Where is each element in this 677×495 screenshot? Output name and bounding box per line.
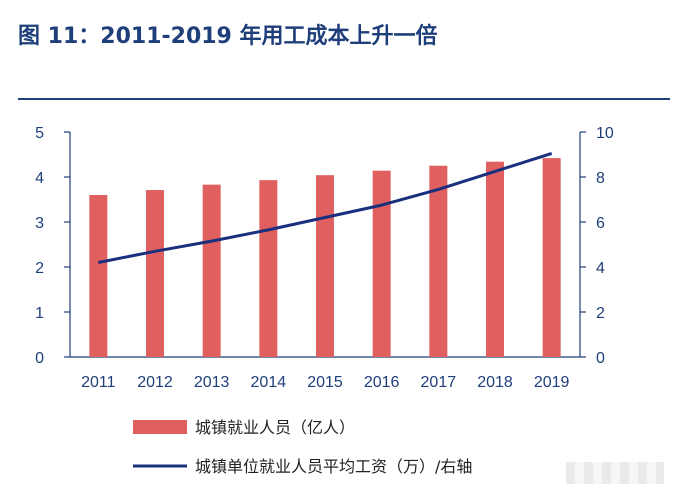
right-tick-label: 10 — [596, 125, 614, 142]
watermark — [566, 462, 664, 484]
right-tick-label: 4 — [596, 260, 605, 277]
x-tick-label: 2013 — [194, 374, 230, 391]
bar-2019 — [542, 158, 561, 357]
x-tick-label: 2018 — [477, 374, 513, 391]
x-tick-label: 2016 — [364, 374, 400, 391]
bar-2016 — [372, 170, 391, 357]
bar-2014 — [259, 180, 278, 357]
x-tick-label: 2015 — [307, 374, 343, 391]
right-tick-label: 2 — [596, 305, 605, 322]
x-tick-label: 2017 — [421, 374, 457, 391]
legend: 城镇就业人员（亿人） 城镇单位就业人员平均工资（万）/右轴 — [133, 418, 472, 476]
wage-line — [98, 151, 553, 264]
left-tick-label: 5 — [35, 125, 44, 142]
bar-2018 — [486, 161, 504, 357]
figure-title: 图 11：2011-2019 年用工成本上升一倍 — [18, 24, 438, 49]
bar-2012 — [146, 190, 164, 357]
left-y-tick-group: 0 1 2 3 4 5 — [35, 125, 70, 367]
x-tick-labels: 2011 2012 2013 2014 2015 2016 2017 2018 2019 — [81, 374, 569, 391]
bar-series — [89, 158, 561, 357]
x-tick-label: 2019 — [534, 374, 570, 391]
left-tick-label: 3 — [35, 215, 44, 232]
legend-label-bar: 城镇就业人员（亿人） — [195, 418, 355, 437]
bar-2017 — [429, 165, 448, 357]
left-tick-label: 1 — [35, 305, 44, 322]
left-tick-label: 0 — [35, 350, 44, 367]
right-tick-label: 0 — [596, 350, 605, 367]
bar-2015 — [316, 175, 334, 357]
legend-label-line: 城镇单位就业人员平均工资（万）/右轴 — [195, 457, 472, 476]
left-tick-label: 4 — [35, 170, 44, 187]
bar-2013 — [202, 184, 221, 357]
right-y-tick-group: 0 2 4 6 8 10 — [580, 125, 614, 367]
x-tick-label: 2014 — [251, 374, 287, 391]
x-tick-label: 2011 — [81, 374, 116, 391]
bar-2011 — [89, 195, 108, 357]
title-divider — [18, 98, 670, 100]
legend-swatch-bar — [133, 420, 187, 434]
right-tick-label: 6 — [596, 215, 605, 232]
left-tick-label: 2 — [35, 260, 44, 277]
x-tick-label: 2012 — [137, 374, 173, 391]
right-tick-label: 8 — [596, 170, 605, 187]
